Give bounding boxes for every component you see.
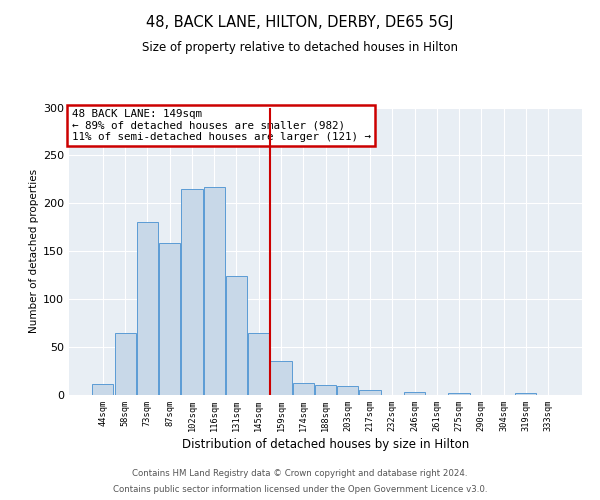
Text: Contains public sector information licensed under the Open Government Licence v3: Contains public sector information licen…	[113, 484, 487, 494]
Bar	[315, 386, 336, 395]
Bar	[115, 332, 136, 395]
Bar	[137, 222, 158, 395]
Bar	[293, 382, 314, 395]
Bar	[271, 362, 292, 395]
Bar	[359, 390, 380, 395]
X-axis label: Distribution of detached houses by size in Hilton: Distribution of detached houses by size …	[182, 438, 469, 452]
Bar	[159, 242, 180, 395]
Text: 48 BACK LANE: 149sqm
← 89% of detached houses are smaller (982)
11% of semi-deta: 48 BACK LANE: 149sqm ← 89% of detached h…	[71, 109, 371, 142]
Y-axis label: Number of detached properties: Number of detached properties	[29, 169, 39, 334]
Bar	[515, 393, 536, 395]
Bar	[203, 187, 225, 395]
Bar	[404, 392, 425, 395]
Bar	[337, 386, 358, 395]
Bar	[248, 332, 269, 395]
Bar	[92, 384, 113, 395]
Bar	[226, 276, 247, 395]
Text: Contains HM Land Registry data © Crown copyright and database right 2024.: Contains HM Land Registry data © Crown c…	[132, 470, 468, 478]
Bar	[448, 393, 470, 395]
Text: Size of property relative to detached houses in Hilton: Size of property relative to detached ho…	[142, 41, 458, 54]
Text: 48, BACK LANE, HILTON, DERBY, DE65 5GJ: 48, BACK LANE, HILTON, DERBY, DE65 5GJ	[146, 15, 454, 30]
Bar	[181, 189, 203, 395]
